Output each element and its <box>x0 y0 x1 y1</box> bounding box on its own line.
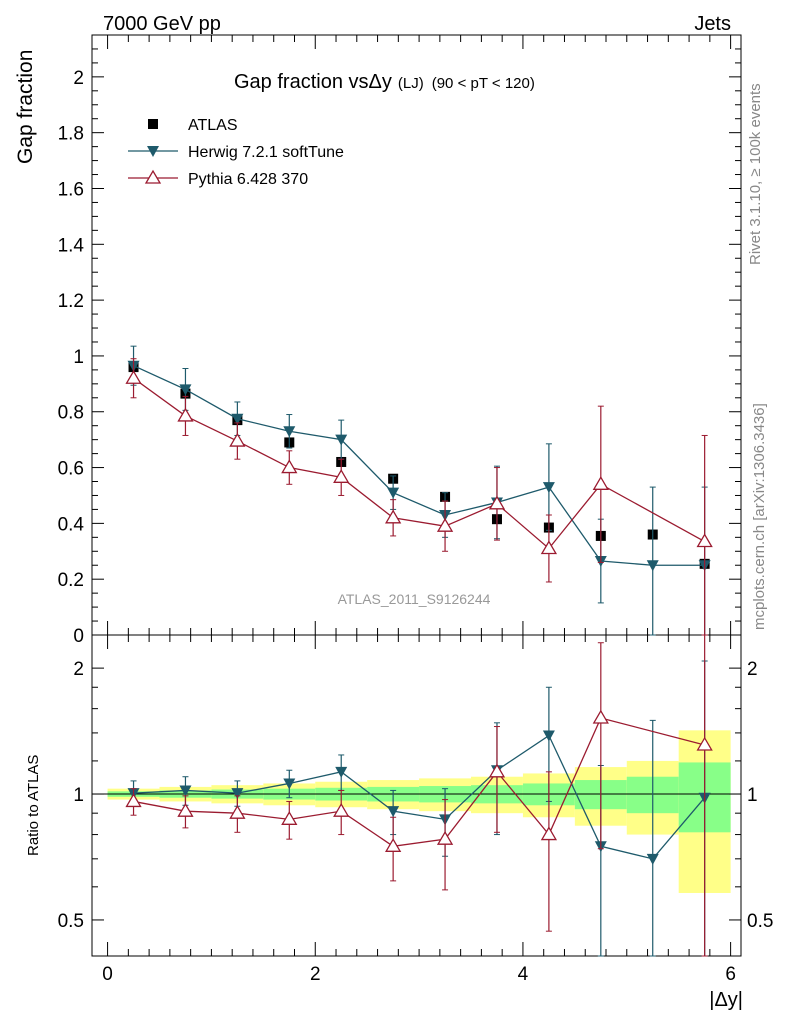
herwig-7-2-1-softtune-legend-label: Herwig 7.2.1 softTune <box>188 144 344 161</box>
herwig-7-2-1-softtune-point <box>387 487 400 499</box>
pythia-6-428-370-point <box>125 369 142 384</box>
watermark: ATLAS_2011_S9126244 <box>338 591 491 607</box>
herwig-7-2-1-softtune-point <box>283 426 296 438</box>
x-tick-label: 6 <box>725 964 736 985</box>
herwig-7-2-1-softtune-legend-marker <box>147 146 159 157</box>
herwig-7-2-1-softtune-line <box>133 365 705 566</box>
ratio-frame <box>91 634 742 957</box>
main-series <box>125 345 713 636</box>
title-prefix: Gap fraction vs <box>234 71 369 93</box>
pythia-6-428-370-point <box>592 476 609 490</box>
pythia-6-428-370-legend-label: Pythia 6.428 370 <box>188 171 308 188</box>
chart-title: Gap fraction vsΔy (LJ) (90 < pT < 120) <box>234 71 535 93</box>
pythia-6-428-370-ratio-point <box>696 736 713 751</box>
herwig-7-2-1-softtune-point <box>231 413 244 425</box>
pythia-6-428-370-ratio-point <box>177 802 194 817</box>
pythia-6-428-370-point <box>385 509 402 524</box>
y-tick-label: 0.8 <box>58 403 84 424</box>
pythia-6-428-370-point <box>488 495 506 510</box>
axis-ticks: 0 0.2 0.4 0.6 0.8 1 1.2 1.4 1.6 1.8 2 0 2 4 6 0.5 0.5 1 1 2… <box>58 35 773 985</box>
pythia-6-428-370-ratio-point <box>229 804 246 819</box>
pythia-6-428-370-legend-marker <box>144 169 162 184</box>
x-tick-label: 0 <box>102 964 113 985</box>
ratio-tick-label: 1 <box>747 785 758 806</box>
y-tick-label: 0.4 <box>58 514 85 535</box>
pythia-6-428-370-point <box>229 432 246 447</box>
herwig-7-2-1-softtune-ratio-point <box>283 778 296 790</box>
herwig-7-2-1-softtune-point <box>542 482 555 494</box>
pythia-6-428-370-ratio-point <box>333 802 350 817</box>
header-right: Jets <box>694 13 731 35</box>
title-cut: (90 < pT < 120) <box>432 75 535 92</box>
ratio-series <box>125 634 713 957</box>
mcplots-label: mcplots.cern.ch [arXiv:1306.3436] <box>751 403 768 630</box>
herwig-7-2-1-softtune-ratio-point <box>542 730 555 742</box>
pythia-6-428-370-point <box>436 517 454 532</box>
y-tick-label: 0.6 <box>58 459 84 480</box>
ratio-tick-label: 0.5 <box>747 911 773 932</box>
y-tick-label: 1.2 <box>58 291 84 312</box>
pythia-6-428-370-point <box>696 533 713 548</box>
herwig-7-2-1-softtune-ratio-point <box>231 788 244 800</box>
pythia-6-428-370-ratio-point <box>385 838 402 852</box>
pythia-6-428-370-point <box>540 540 558 555</box>
x-tick-label: 4 <box>518 964 529 985</box>
y-tick-label: 0 <box>73 626 84 647</box>
y-tick-label: 1 <box>73 347 84 368</box>
y-tick-label: 1.4 <box>58 235 85 256</box>
atlas-legend-label: ATLAS <box>188 117 238 134</box>
y-tick-label: 0.2 <box>58 570 84 591</box>
herwig-7-2-1-softtune-point <box>646 560 659 572</box>
ratio-tick-label: 0.5 <box>58 911 84 932</box>
ratio-tick-label: 1 <box>73 785 84 806</box>
x-axis-label: |Δy| <box>709 989 743 1011</box>
x-tick-label: 2 <box>310 964 321 985</box>
header-left: 7000 GeV pp <box>103 13 221 35</box>
pythia-6-428-370-ratio-point <box>540 826 558 841</box>
rivet-label: Rivet 3.1.10, ≥ 100k events <box>747 83 764 265</box>
pythia-6-428-370-point <box>177 407 194 422</box>
herwig-7-2-1-softtune-ratio-line <box>133 734 706 860</box>
pythia-6-428-370-ratio-point <box>125 793 142 808</box>
herwig-7-2-1-softtune-ratio-point <box>179 785 192 797</box>
pythia-6-428-370-line <box>133 377 705 550</box>
pythia-6-428-370-point <box>281 459 298 474</box>
herwig-7-2-1-softtune-ratio-point <box>335 766 348 778</box>
atlas-legend-marker <box>148 119 158 129</box>
herwig-7-2-1-softtune-point <box>335 434 348 446</box>
title-var: Δy <box>369 71 392 93</box>
herwig-7-2-1-softtune-ratio-point <box>387 806 400 818</box>
pythia-6-428-370-point <box>333 469 350 483</box>
pythia-6-428-370-ratio-point <box>488 763 506 778</box>
y-tick-label: 2 <box>73 68 84 89</box>
ratio-tick-label: 2 <box>73 659 84 680</box>
pythia-6-428-370-ratio-point <box>436 830 454 845</box>
ratio-tick-label: 2 <box>747 659 758 680</box>
legend: ATLAS Herwig 7.2.1 softTune Pythia 6.428 3… <box>128 117 344 188</box>
y-tick-label: 1.6 <box>58 179 84 200</box>
pythia-6-428-370-ratio-point <box>281 811 298 825</box>
ratio-axis-label: Ratio to ATLAS <box>25 755 42 856</box>
y-axis-label: Gap fraction <box>14 50 37 164</box>
y-tick-label: 1.8 <box>58 124 84 145</box>
title-suffix: (LJ) <box>398 75 424 92</box>
herwig-7-2-1-softtune-ratio-point <box>646 853 659 865</box>
herwig-7-2-1-softtune-point <box>179 384 192 396</box>
pythia-6-428-370-ratio-point <box>592 709 609 724</box>
